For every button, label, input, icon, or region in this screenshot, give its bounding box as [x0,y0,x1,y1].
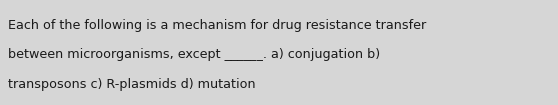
Text: Each of the following is a mechanism for drug resistance transfer: Each of the following is a mechanism for… [8,19,427,32]
Text: transposons c) R-plasmids d) mutation: transposons c) R-plasmids d) mutation [8,78,256,91]
Text: between microorganisms, except ______. a) conjugation b): between microorganisms, except ______. a… [8,48,381,61]
